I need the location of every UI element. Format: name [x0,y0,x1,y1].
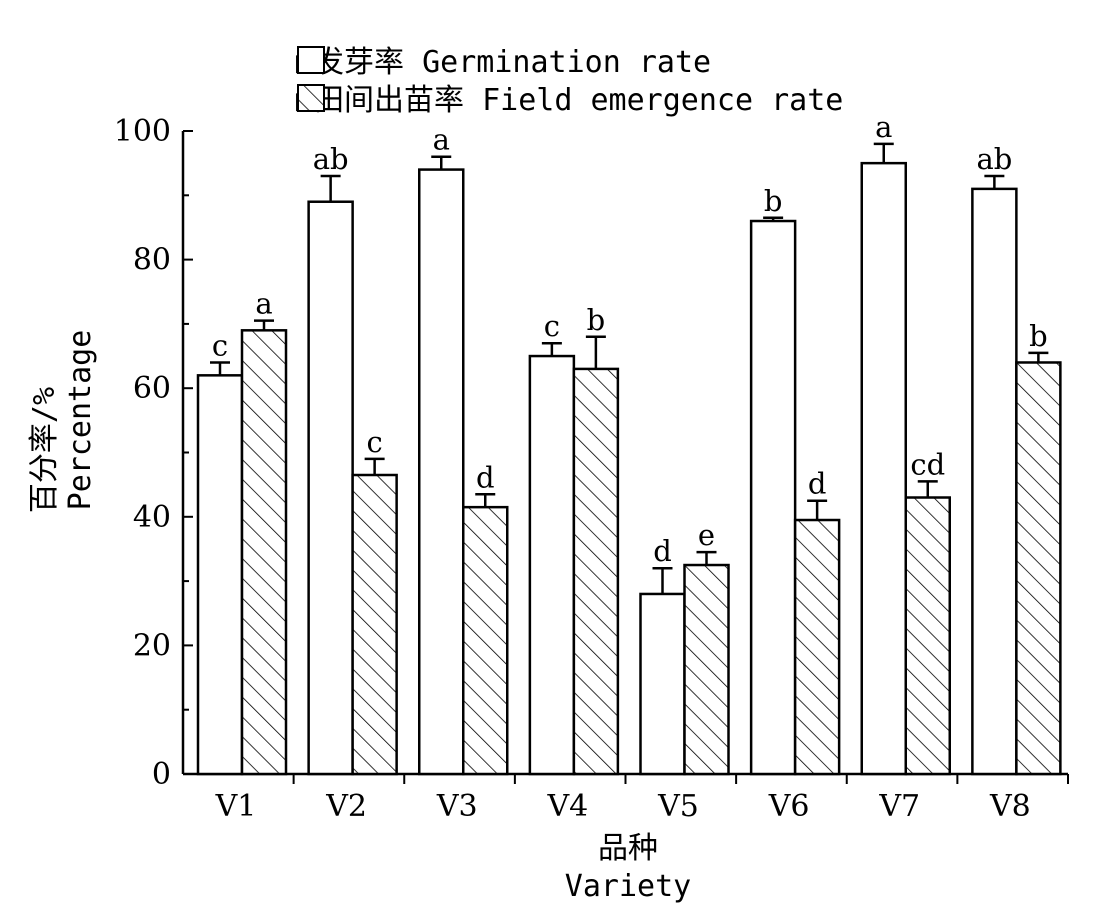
y-tick-label: 0 [152,757,171,792]
x-tick-label: V5 [657,789,699,824]
significance-label: c [212,328,228,362]
x-tick-label: V8 [989,789,1031,824]
germination-bar [971,187,1018,776]
significance-label: ab [313,142,349,176]
x-tick-label: V7 [878,789,920,824]
significance-label: e [698,518,715,552]
field-emergence-bar [240,329,288,776]
field-emergence-bar [462,505,509,776]
significance-label: c [367,425,383,459]
field-emergence-bar [793,518,841,776]
x-tick-label: V1 [215,789,257,824]
legend-label-field-emergence: ▨田间出苗率 Field emergence rate [296,83,843,118]
significance-label: ab [976,142,1012,176]
legend-label-germination: □发芽率 Germination rate [296,45,711,80]
germination-bar [418,168,465,776]
germination-bar [639,592,686,776]
x-axis-label: Variety [565,869,691,904]
field-emergence-bar [904,496,951,776]
axes: 0 20 40 60 80 100 V1 V2 V3 V4 V5 V6 V7 V8 [114,46,1069,824]
significance-label: a [875,110,892,144]
germination-bar [528,354,576,776]
significance-label: b [587,303,606,337]
field-emergence-bar [351,473,398,776]
x-tick-label: V4 [546,789,588,824]
germination-bar [860,161,907,776]
significance-label: a [433,123,450,157]
significance-label: cd [910,447,945,481]
legend-swatch-field-emergence [297,84,325,112]
x-axis-label-cn: 品种 [598,831,658,866]
significance-label: a [255,287,272,321]
y-tick-label: 100 [114,114,171,149]
germination-bar [307,200,354,776]
y-tick-label: 60 [133,371,171,406]
field-emergence-bar [683,563,730,776]
legend: □发芽率 Germination rate ▨田间出苗率 Field emerg… [296,45,843,118]
y-axis-label: Percentage [63,330,98,511]
significance-label: d [653,534,672,568]
germination-bar [749,219,797,776]
significance-label: d [808,467,827,501]
significance-label: b [1029,319,1048,353]
field-emergence-bar [572,367,620,776]
legend-swatch-germination [297,46,325,74]
y-tick-label: 80 [133,243,171,278]
y-tick-label: 20 [133,628,171,663]
x-tick-label: V3 [436,789,478,824]
y-axis-label-cn: 百分率/% [27,387,62,513]
x-tick-label: V2 [325,789,367,824]
significance-label: b [764,184,783,218]
field-emergence-bar [1015,361,1062,776]
significance-label: d [476,460,495,494]
germination-bar [196,374,244,776]
x-tick-label: V6 [768,789,810,824]
y-tick-label: 40 [133,500,171,535]
significance-label: c [544,309,560,343]
